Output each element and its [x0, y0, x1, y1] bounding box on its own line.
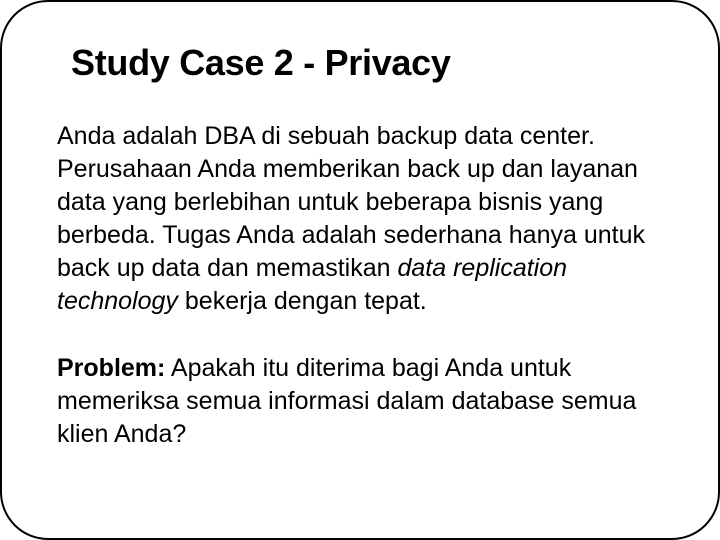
- body-text-part2: bekerja dengan tepat.: [178, 287, 427, 315]
- body-paragraph: Anda adalah DBA di sebuah backup data ce…: [57, 120, 663, 318]
- slide-frame: Study Case 2 - Privacy Anda adalah DBA d…: [0, 0, 720, 540]
- problem-paragraph: Problem: Apakah itu diterima bagi Anda u…: [57, 352, 663, 451]
- problem-label: Problem:: [57, 354, 165, 382]
- slide-title: Study Case 2 - Privacy: [71, 42, 663, 84]
